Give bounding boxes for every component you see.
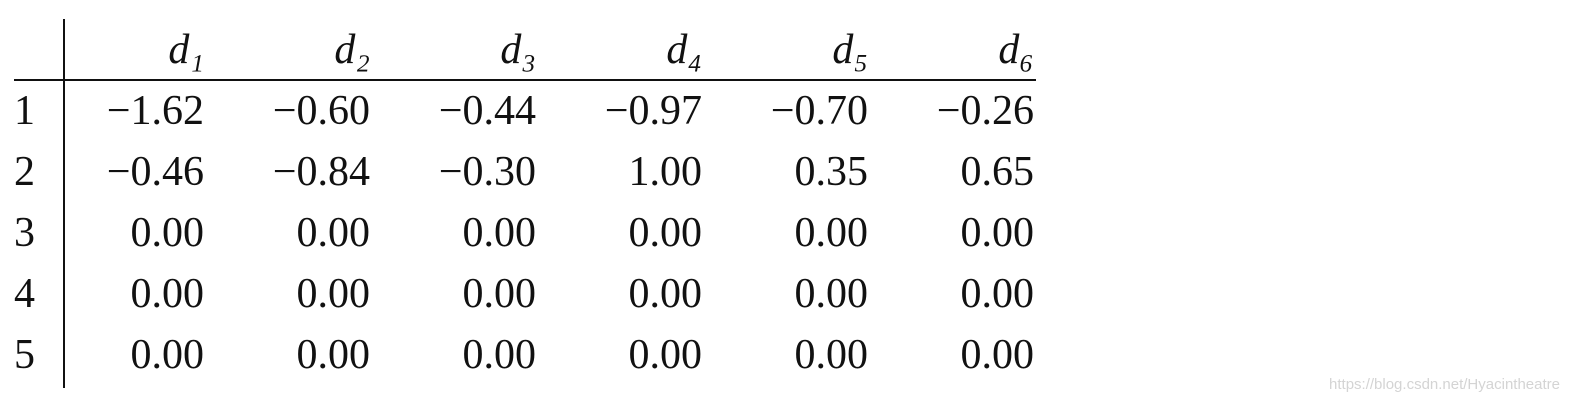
table-cell: 0.00: [462, 332, 537, 378]
column-header: d₅: [832, 27, 868, 73]
table-cell: 0.00: [960, 271, 1035, 317]
watermark: https://blog.csdn.net/Hyacintheatre: [1329, 376, 1560, 393]
column-header: d₁: [168, 27, 204, 73]
table-cell: −0.30: [438, 149, 536, 195]
table-cell: 0.00: [296, 271, 371, 317]
table-cell: 0.65: [960, 149, 1035, 195]
column-header: d₄: [666, 27, 702, 73]
table-cell: 0.00: [628, 332, 703, 378]
row-label: 2: [14, 149, 35, 195]
table-cell: −0.60: [272, 88, 370, 134]
table-cell: 0.00: [628, 210, 703, 256]
table-cell: 0.00: [462, 271, 537, 317]
column-header: d₃: [500, 27, 536, 73]
table-cell: 0.00: [960, 332, 1035, 378]
table-cell: −0.44: [438, 88, 536, 134]
row-label: 3: [14, 210, 35, 256]
header-rule: [14, 79, 1036, 81]
table-cell: −0.84: [272, 149, 370, 195]
row-label: 4: [14, 271, 35, 317]
table-cell: 0.00: [296, 210, 371, 256]
table-cell: −0.46: [106, 149, 204, 195]
row-label: 1: [14, 88, 35, 134]
row-label: 5: [14, 332, 35, 378]
table-cell: 0.00: [794, 332, 869, 378]
table-cell: 0.00: [960, 210, 1035, 256]
table-cell: 0.00: [462, 210, 537, 256]
table-cell: 0.00: [130, 332, 205, 378]
column-rule: [63, 19, 65, 388]
table-cell: −0.97: [604, 88, 702, 134]
table-cell: −0.26: [936, 88, 1034, 134]
table-cell: 0.00: [296, 332, 371, 378]
table-cell: 0.00: [794, 210, 869, 256]
table-cell: 0.00: [794, 271, 869, 317]
column-header: d₂: [334, 27, 370, 73]
column-header: d₆: [998, 27, 1034, 73]
table-cell: −1.62: [106, 88, 204, 134]
table-cell: 0.00: [130, 271, 205, 317]
table-cell: 0.00: [628, 271, 703, 317]
table-cell: 1.00: [628, 149, 703, 195]
table-cell: −0.70: [770, 88, 868, 134]
table-cell: 0.00: [130, 210, 205, 256]
table-cell: 0.35: [794, 149, 869, 195]
